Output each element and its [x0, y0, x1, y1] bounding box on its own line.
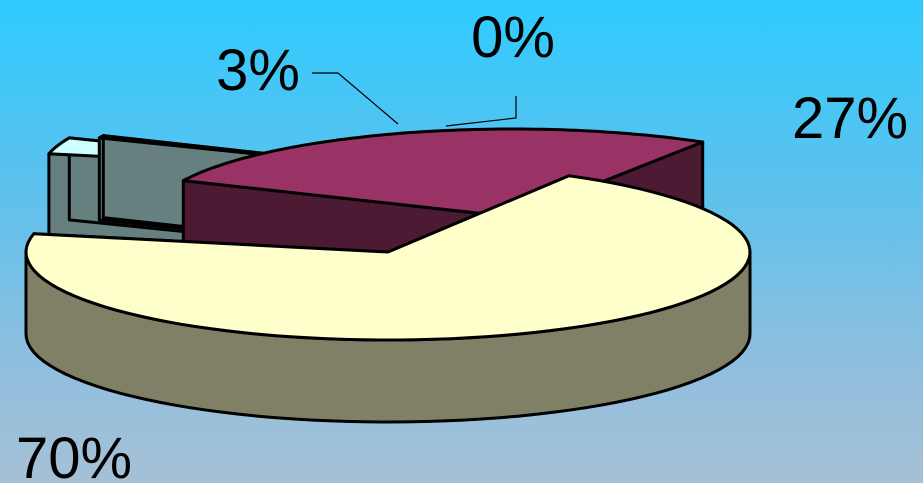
leader-line-0-percent [445, 96, 517, 127]
leader-line-3-percent [312, 72, 399, 125]
label-0-percent: 0% [471, 5, 555, 70]
slice-70-percent [24, 174, 752, 424]
label-70-percent: 70% [16, 426, 132, 483]
leader-lines [312, 72, 517, 127]
label-3-percent: 3% [216, 38, 300, 103]
pie-slices [24, 127, 752, 424]
slice-70-percent-top [24, 174, 752, 342]
slice-labels: 70% 3% 0% 27% [16, 5, 908, 483]
label-27-percent: 27% [792, 86, 908, 151]
slice-27-percent-top [181, 127, 705, 219]
